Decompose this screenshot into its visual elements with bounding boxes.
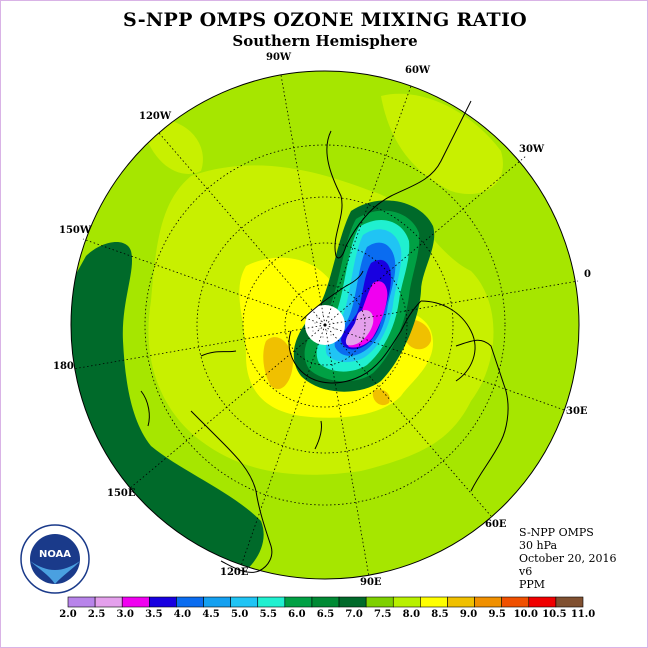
legend-tick-label: 8.5 [431, 609, 449, 620]
south-america-coast [326, 100, 472, 259]
info-instrument: S-NPP OMPS [519, 526, 594, 539]
legend-tick-label: 7.0 [345, 609, 363, 620]
legend-tick-label: 3.5 [145, 609, 163, 620]
lon-label-90e: 90E [360, 577, 382, 588]
antarctic-peninsula [300, 270, 364, 322]
legend-tick-label: 3.0 [116, 609, 134, 620]
lon-label-0: 0 [584, 269, 591, 280]
lon-label-180: 180 [53, 361, 74, 372]
legend-tick-label: 10.5 [542, 609, 567, 620]
info-units: PPM [519, 578, 546, 591]
info-date: October 20, 2016 [519, 552, 617, 565]
noaa-logo-text: NOAA [39, 549, 71, 560]
legend-tick-label: 2.0 [59, 609, 77, 620]
info-level: 30 hPa [519, 539, 558, 552]
info-version: v6 [519, 565, 533, 578]
new-zealand-coast [140, 390, 150, 427]
lon-label-120w: 120W [139, 111, 172, 122]
legend-tick-label: 6.5 [316, 609, 335, 620]
lon-label-120e: 120E [220, 567, 249, 578]
legend-tick-label: 4.5 [202, 609, 220, 620]
legend-tick-label: 9.0 [459, 609, 478, 620]
lon-label-60e: 60E [485, 519, 507, 530]
legend-tick-label: 4.0 [173, 609, 192, 620]
map-subtitle: Southern Hemisphere [232, 32, 418, 50]
antarctica-coast [288, 300, 422, 384]
legend-tick-label: 9.5 [488, 609, 506, 620]
legend-tick-label: 6.0 [288, 609, 306, 620]
coastlines [140, 100, 509, 573]
legend-tick-label: 8.0 [402, 609, 421, 620]
lon-label-30e: 30E [566, 406, 588, 417]
legend-tick-label: 11.0 [570, 609, 596, 620]
noaa-logo-icon: NOAA [20, 524, 90, 594]
map-info: S-NPP OMPS 30 hPa October 20, 2016 v6 PP… [519, 526, 617, 591]
lon-label-30w: 30W [519, 144, 545, 155]
africa-coast [455, 339, 509, 492]
lon-label-60w: 60W [405, 65, 431, 76]
australia-coast [190, 410, 273, 573]
peak-field-west [263, 337, 293, 390]
map-border [70, 70, 580, 580]
graticule [72, 74, 579, 578]
legend-tick-label: 5.0 [230, 609, 249, 620]
map-title: S-NPP OMPS OZONE MIXING RATIO [122, 9, 528, 31]
legend-tick-label: 7.5 [374, 609, 392, 620]
lon-label-150e: 150E [107, 488, 136, 499]
legend-tick-label: 5.5 [259, 609, 277, 620]
lon-label-90w: 90W [266, 52, 292, 63]
legend-tick-label: 10.0 [513, 609, 538, 620]
vortex-core [345, 310, 374, 346]
lon-label-150w: 150W [59, 225, 92, 236]
legend-tick-label: 2.5 [87, 609, 106, 620]
